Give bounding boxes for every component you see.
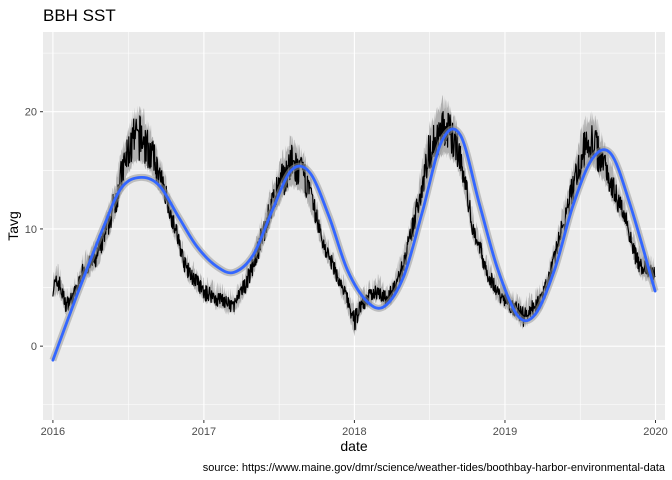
y-axis-title: Tavg bbox=[5, 211, 21, 241]
smooth-trend-line bbox=[51, 127, 657, 362]
y-tick-label: 0 bbox=[31, 341, 37, 353]
y-tick-label: 20 bbox=[25, 107, 37, 119]
x-tick-label: 2018 bbox=[342, 426, 366, 438]
smooth-line-layer bbox=[51, 127, 657, 362]
chart-title: BBH SST bbox=[43, 6, 116, 25]
y-axis: 0 10 20 bbox=[25, 107, 43, 353]
x-axis: 2016 2017 2018 2019 2020 bbox=[41, 420, 668, 438]
daily-line-layer bbox=[52, 111, 656, 331]
x-axis-title: date bbox=[340, 438, 367, 454]
x-tick-label: 2020 bbox=[643, 426, 667, 438]
source-caption: source: https://www.maine.gov/dmr/scienc… bbox=[203, 462, 666, 474]
x-tick-label: 2017 bbox=[192, 426, 216, 438]
x-tick-label: 2016 bbox=[41, 426, 65, 438]
y-tick-label: 10 bbox=[25, 224, 37, 236]
daily-tavg-line bbox=[52, 111, 656, 331]
x-tick-label: 2019 bbox=[493, 426, 517, 438]
